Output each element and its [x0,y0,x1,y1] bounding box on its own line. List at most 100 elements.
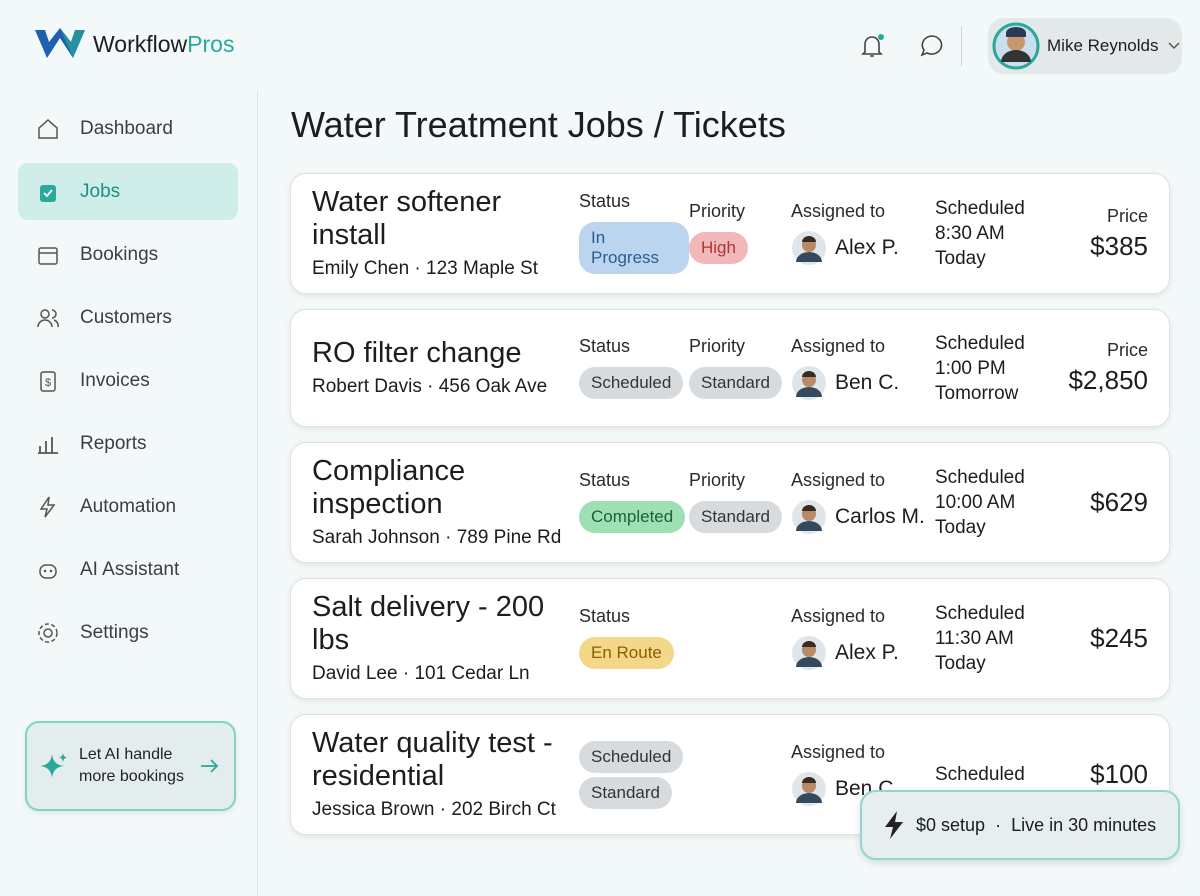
nav-item[interactable]: Settings [18,604,238,661]
assignee: Alex P. [791,635,935,671]
schedule-scheduled-label: Scheduled [935,332,1025,354]
job-title: RO filter change [312,337,522,369]
assigned-label: Assigned to [791,335,886,356]
status-label: Status [579,606,631,626]
assignee: Ben C. [791,365,935,401]
schedule-scheduled-label: Scheduled [935,198,1025,219]
assignee-name: Ben C. [835,370,900,394]
nav-item[interactable]: Bookings [18,226,238,283]
nav-item[interactable]: AI Assistant [18,541,238,598]
schedule-scheduled-label: Scheduled [935,603,1025,624]
status-badge: In Progress [579,222,689,274]
price-cell: Price $2,850 [1055,340,1148,396]
nav-icon [38,246,58,265]
notifications[interactable] [857,31,887,61]
priority-badge: Standard [689,366,782,399]
status-wrap: Completed [579,499,689,535]
assignee-cell: Assigned to Alex P. [791,201,935,266]
assigned-label: Assigned to [791,742,886,762]
status-badge: En Route [579,637,674,669]
setup-badge[interactable]: $0 setup · Live in 30 minutes [860,790,1180,860]
assignee: Ben C. [791,771,935,807]
toolbar: Mike Reynolds [857,18,1182,74]
nav-label: Reports [80,432,147,454]
priority-cell: Priority High [689,201,791,266]
nav-label: Customers [80,306,172,328]
priority-wrap: Standard [689,365,791,401]
priority-label: Priority [689,470,746,490]
price-label: Price [1106,205,1148,226]
nav-icon [40,184,56,202]
status-label: Status [579,470,631,490]
priority-label: Priority [689,335,746,356]
schedule-cell: Scheduled 11:30 AM Today [935,601,1055,676]
job-card[interactable]: Salt delivery - 200 lbs David Lee · 101 C… [290,578,1170,699]
user-name: Mike Reynolds [1047,36,1159,55]
priority-wrap: Standard [689,499,791,535]
job-card[interactable]: RO filter change Robert Davis · 456 Oak A… [290,309,1170,427]
nav-item[interactable]: Reports [18,415,238,472]
schedule-cell: Scheduled 8:30 AM Today [935,196,1055,271]
job-card[interactable]: Compliance inspection Sarah Johnson · 789… [290,442,1170,563]
job-title: Salt delivery - 200 lbs [312,591,545,656]
price: $100 [1090,759,1148,789]
schedule-day: Today [935,517,986,538]
job-card[interactable]: Water softener install Emily Chen · 123 M… [290,173,1170,294]
job-main: Water quality test - residential Jessica … [312,727,579,822]
brand-a: Workflow [93,30,188,57]
priority-badge: Standard [579,776,672,809]
assigned-label: Assigned to [791,606,886,626]
priority-cell: Priority Standard [689,336,791,401]
nav-icon [38,436,58,454]
nav-item[interactable]: $ Invoices [18,352,238,409]
status-cell: Status En Route [579,606,689,671]
nav-item[interactable]: Dashboard [18,100,238,157]
status-badge: Scheduled [579,740,684,773]
assignee-avatar [792,772,826,806]
price: $385 [1090,230,1148,261]
divider [961,26,962,66]
price-cell: $629 [1055,487,1148,518]
schedule-time: 11:30 AM [935,628,1014,649]
bolt-icon [885,811,903,839]
nav-item[interactable]: Automation [18,478,238,535]
page-title: Water Treatment Jobs / Tickets [291,104,786,145]
schedule-cell: Scheduled [935,762,1055,787]
price-label: Price [1106,340,1148,360]
arrow [201,759,219,773]
price: $245 [1090,623,1148,653]
price-cell: $100 [1055,759,1148,790]
assignee-cell: Assigned to Alex P. [791,606,935,671]
user-menu[interactable]: Mike Reynolds [988,18,1182,74]
nav-icon [39,496,56,517]
schedule-day: Today [935,653,986,674]
nav-icon [37,308,59,327]
assignee-cell: Assigned to Ben C. [791,742,935,807]
nav-label: Dashboard [80,117,173,139]
brand-name: WorkflowPros [93,31,234,58]
nav-item[interactable]: Jobs [18,163,238,220]
status-cell: Scheduled Standard [579,739,689,811]
assignee-cell: Assigned to Carlos M. [791,470,935,535]
nav-label: AI Assistant [80,558,180,580]
messages[interactable] [917,31,947,61]
brand[interactable]: WorkflowPros [33,28,234,60]
assignee: Carlos M. [791,499,935,535]
job-main: Water softener install Emily Chen · 123 M… [312,186,579,281]
sidebar [0,90,258,896]
nav-item[interactable]: Customers [18,289,238,346]
status-label: Status [579,335,631,356]
priority-wrap: High [689,230,791,266]
assigned-label: Assigned to [791,201,886,221]
job-customer: Robert Davis · 456 Oak Ave [312,376,548,397]
status-badge: Completed [579,501,686,533]
ai-promo[interactable]: Let AI handle more bookings [25,721,236,811]
svg-text:$: $ [45,377,51,389]
schedule-time: 1:00 PM [935,357,1006,379]
badge-sep: · [995,814,1002,835]
assignee-avatar [792,231,826,265]
nav-label: Jobs [80,180,121,202]
status-badge: Scheduled [579,366,684,399]
